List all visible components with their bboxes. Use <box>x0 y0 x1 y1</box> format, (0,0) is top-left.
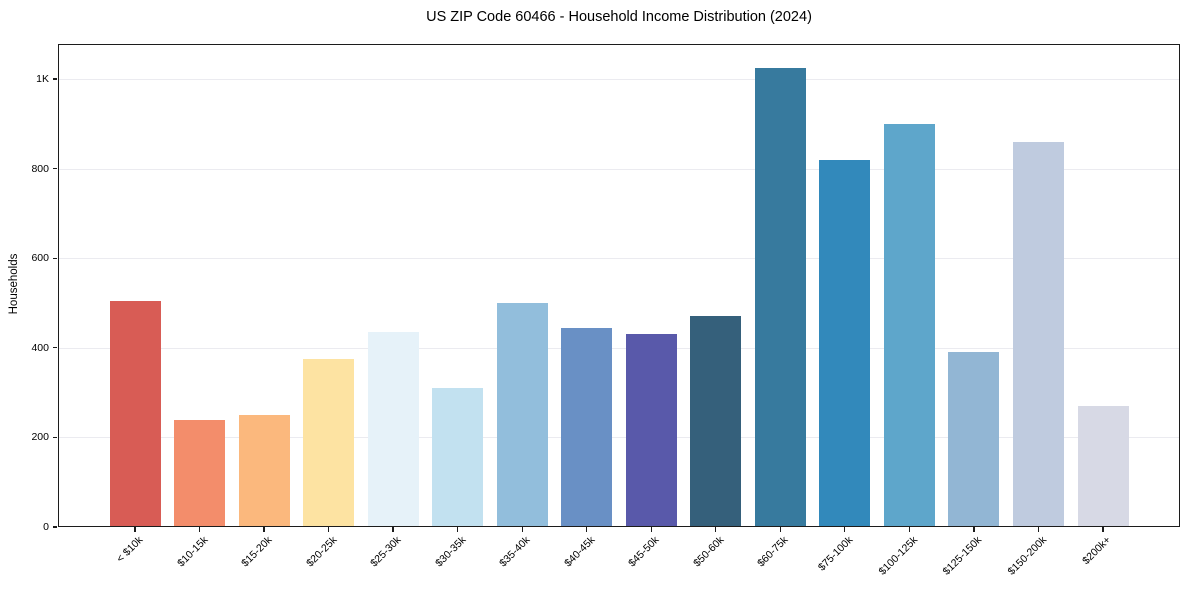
x-tick-label: $20-25k <box>303 534 340 570</box>
x-tick-label: $30-35k <box>432 534 469 570</box>
x-tick-mark <box>134 527 136 532</box>
x-tick-label: $75-100k <box>815 534 856 574</box>
x-tick-label: $35-40k <box>497 534 533 570</box>
x-tick-mark <box>456 527 459 532</box>
bar-$40-45k <box>561 327 613 527</box>
bar-$10-15k <box>174 419 225 527</box>
x-tick-mark <box>779 527 781 532</box>
bar-$125-150k <box>948 352 1000 527</box>
y-tick-mark <box>53 78 57 80</box>
x-tick-mark <box>1037 527 1040 532</box>
bar-< $10k <box>109 300 161 527</box>
gridline-400 <box>58 347 1180 349</box>
bar-$15-20k <box>238 415 290 527</box>
x-tick-label: $125-150k <box>940 534 985 578</box>
y-tick-label: 200 <box>31 431 49 444</box>
y-tick-label: 0 <box>43 521 49 533</box>
y-tick-label: 600 <box>31 252 49 265</box>
y-tick-mark <box>53 526 57 528</box>
x-tick-label: < $10k <box>114 534 146 565</box>
gridline-200 <box>58 437 1180 439</box>
x-tick-label: $100-125k <box>876 534 920 578</box>
bar-$200k+ <box>1077 406 1129 527</box>
x-tick-label: $200k+ <box>1080 534 1114 568</box>
bar-$35-40k <box>496 303 548 527</box>
x-tick-mark <box>198 527 201 532</box>
x-tick-label: $45-50k <box>626 534 662 570</box>
gridline-800 <box>58 168 1180 170</box>
x-tick-mark <box>327 527 330 532</box>
x-tick-mark <box>715 527 717 532</box>
bar-$20-25k <box>303 359 355 527</box>
y-tick-mark <box>53 436 57 439</box>
chart-title: US ZIP Code 60466 - Household Income Dis… <box>426 9 812 25</box>
y-tick-label: 400 <box>31 341 49 354</box>
x-tick-label: $40-45k <box>561 534 598 570</box>
y-tick-mark <box>53 347 57 349</box>
y-tick-label: 800 <box>31 162 49 175</box>
x-tick-mark <box>908 527 911 532</box>
bar-$25-30k <box>367 332 419 527</box>
x-tick-mark <box>392 527 394 532</box>
x-tick-mark <box>650 527 652 532</box>
y-tick-label: 1K <box>36 72 49 85</box>
x-tick-mark <box>263 527 265 532</box>
bar-$45-50k <box>625 334 677 527</box>
gridline-1000 <box>58 78 1180 80</box>
x-tick-mark <box>844 527 846 532</box>
x-tick-label: $50-60k <box>690 534 727 570</box>
x-tick-label: $60-75k <box>755 534 791 570</box>
y-tick-mark <box>53 167 57 170</box>
x-tick-label: $150-200k <box>1005 534 1049 578</box>
bar-$50-60k <box>690 316 742 527</box>
bar-$60-75k <box>754 67 806 527</box>
x-tick-mark <box>1102 527 1104 532</box>
bar-$150-200k <box>1012 141 1064 527</box>
x-tick-mark <box>586 527 588 532</box>
x-tick-label: $25-30k <box>368 534 404 570</box>
x-tick-mark <box>973 527 975 532</box>
gridline-600 <box>58 258 1180 260</box>
x-tick-label: $15-20k <box>239 534 275 570</box>
bar-$100-125k <box>883 123 935 527</box>
x-tick-mark <box>521 527 523 532</box>
y-tick-mark <box>53 257 57 259</box>
bar-$75-100k <box>819 159 871 527</box>
axes-spines <box>58 44 1180 527</box>
plot-area <box>58 44 1180 527</box>
x-tick-label: $10-15k <box>174 534 210 570</box>
bar-$30-35k <box>432 388 484 527</box>
